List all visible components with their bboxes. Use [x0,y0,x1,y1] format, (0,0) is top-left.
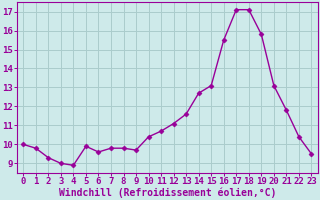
X-axis label: Windchill (Refroidissement éolien,°C): Windchill (Refroidissement éolien,°C) [59,187,276,198]
